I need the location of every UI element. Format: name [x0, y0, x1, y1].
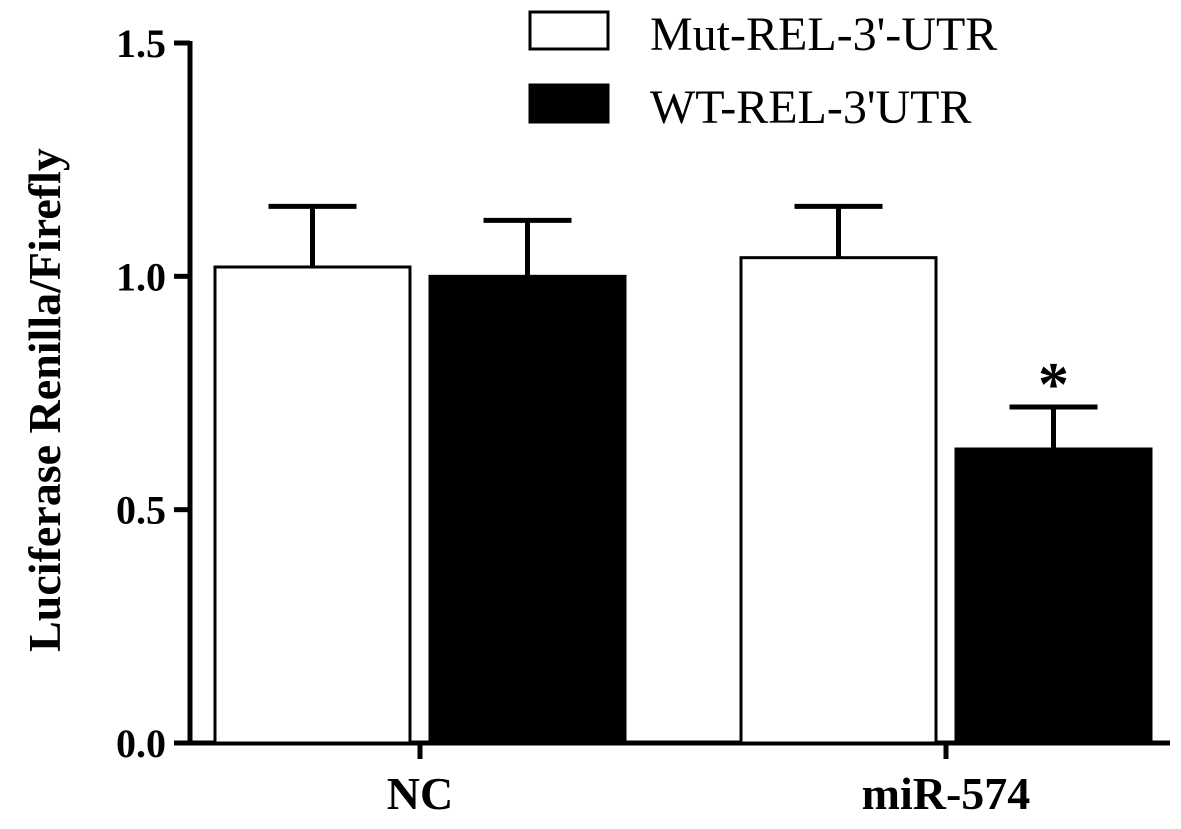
legend-swatch-mut [528, 10, 610, 51]
bars [213, 256, 1153, 745]
significance-asterisk: * [1038, 351, 1069, 419]
x-ticks: NC miR-574 [387, 743, 1031, 819]
x-tick-label: miR-574 [862, 768, 1031, 819]
bar-mir-574-wt [954, 447, 1153, 745]
bar-nc-wt [428, 274, 627, 745]
error-bars [268, 203, 1098, 449]
x-tick-label: NC [387, 768, 453, 819]
y-tick-label: 0.0 [116, 721, 166, 766]
y-tick-label: 0.5 [116, 488, 166, 533]
annotations: * [1038, 351, 1069, 419]
bar-nc-mut [213, 265, 412, 745]
legend-swatch-wt [528, 83, 610, 124]
bar-mir-574-mut [739, 256, 938, 745]
y-tick-label: 1.5 [116, 21, 166, 66]
legend-label-wt: WT-REL-3'UTR [650, 81, 972, 134]
y-axis-label: Luciferase Renilla/Firefly [19, 148, 70, 652]
legend-label-mut: Mut-REL-3'-UTR [650, 8, 997, 61]
legend: Mut-REL-3'-UTR WT-REL-3'UTR [528, 8, 997, 134]
y-tick-label: 1.0 [116, 254, 166, 299]
y-ticks: 0.0 0.5 1.0 1.5 [116, 21, 190, 766]
